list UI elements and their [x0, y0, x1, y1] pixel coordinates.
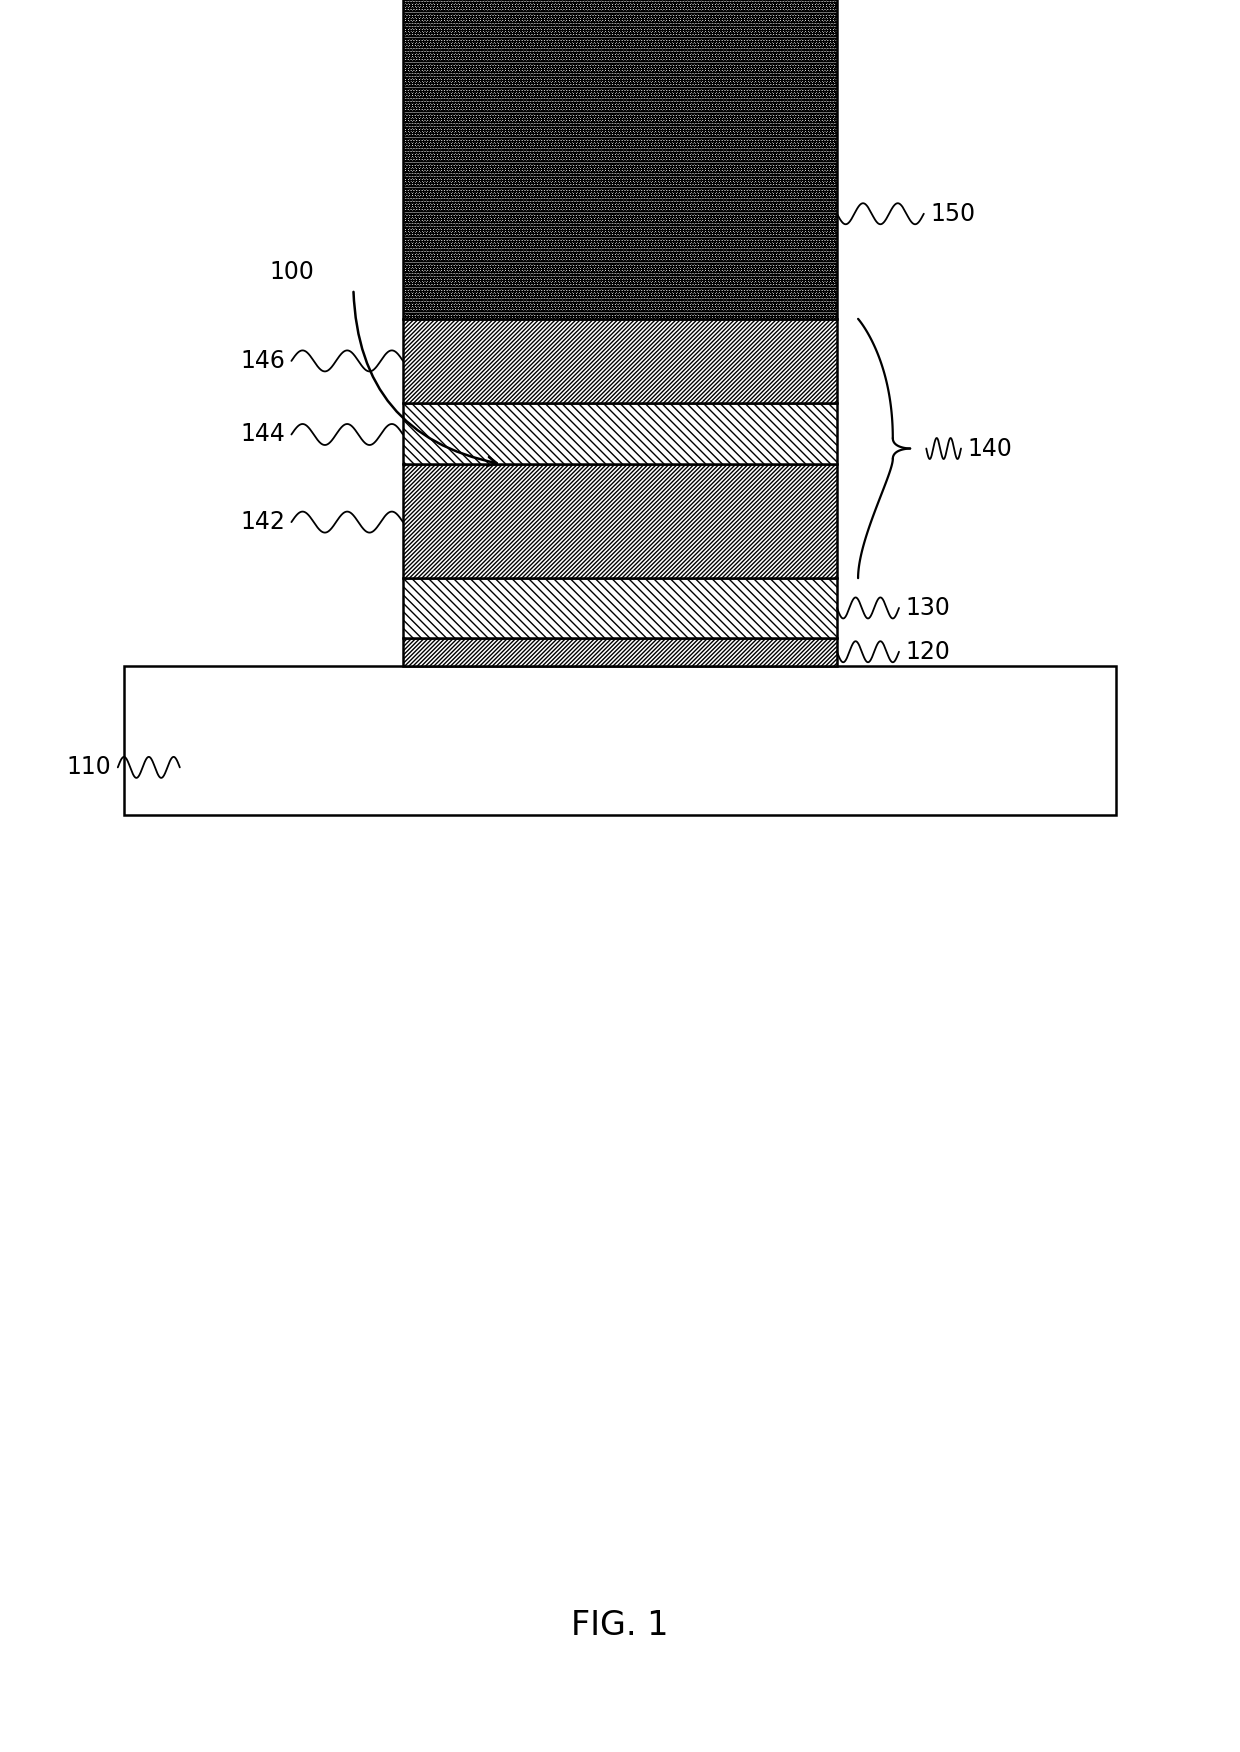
Bar	[403, 319, 837, 403]
Text: 100: 100	[269, 259, 314, 284]
Bar	[403, 464, 837, 578]
Text: 120: 120	[905, 639, 950, 664]
Text: FIG. 1: FIG. 1	[572, 1610, 668, 1642]
Text: 140: 140	[967, 436, 1012, 461]
Text: 130: 130	[905, 596, 950, 620]
Text: 146: 146	[241, 349, 285, 373]
Bar	[403, 0, 837, 319]
Text: 150: 150	[930, 201, 975, 226]
Text: 144: 144	[241, 422, 285, 447]
Bar	[124, 666, 1116, 815]
Bar	[403, 403, 837, 464]
Text: 110: 110	[67, 755, 112, 780]
Bar	[403, 638, 837, 666]
Text: 142: 142	[241, 510, 285, 534]
Bar	[403, 578, 837, 638]
